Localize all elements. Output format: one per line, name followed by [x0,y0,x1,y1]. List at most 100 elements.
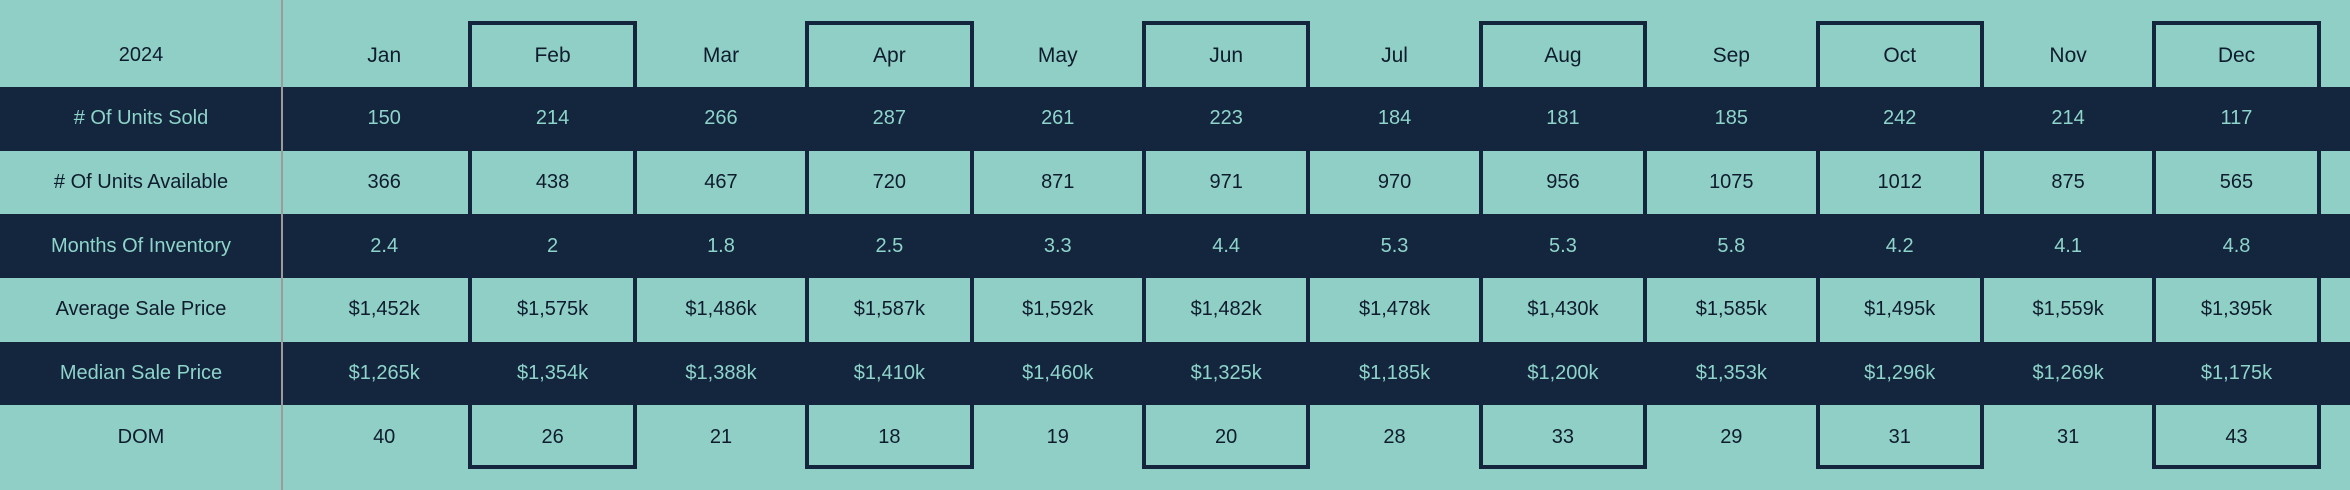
header-cell-jul: Jul [1381,43,1408,67]
value-cell: 871 [1041,171,1075,193]
value-cell: $1,575k [517,298,589,321]
value-cell: 366 [367,171,401,193]
table-row: Months Of Inventory 2.4 2 1.8 2.5 3.3 4.4 5.3 5.… [0,214,2350,279]
value-cell: $1,587k [853,298,925,321]
value-cell: 214 [535,107,570,130]
value-cell: 261 [1041,107,1075,130]
column-gap [282,214,300,278]
header-cell-mar: Mar [702,43,740,67]
value-cell: $1,388k [685,362,757,385]
value-cell: $1,175k [2200,362,2273,385]
value-cell: 5.8 [1717,234,1746,257]
value-cell: 1.8 [707,234,735,257]
value-cell: 33 [1551,425,1575,448]
column-gap [282,342,300,406]
value-cell: 5.3 [1380,234,1409,257]
header-cell-jan: Jan [367,43,402,67]
value-cell: 117 [2220,107,2253,130]
year-label: 2024 [118,44,164,66]
row-label: # Of Units Sold [73,107,209,130]
value-cell: $1,200k [1527,362,1599,385]
value-cell: 875 [2051,171,2085,193]
value-cell: 956 [1546,171,1580,193]
value-cell: $1,478k [1358,298,1431,321]
value-cell: 3.3 [1043,234,1072,257]
table-row: # Of Units Sold 150 214 266 287 261 223 184 181 1… [0,87,2350,151]
value-cell: 20 [1215,425,1238,448]
value-cell: $1,482k [1190,298,1262,321]
value-cell: 4.8 [2222,234,2251,257]
value-cell: 438 [535,171,570,193]
value-cell: 19 [1046,425,1069,448]
value-cell: $1,296k [1864,362,1936,385]
table-row: Average Sale Price $1,452k $1,575k $1,486k $… [0,278,2350,342]
value-cell: 181 [1546,107,1580,130]
header-cell-nov: Nov [2049,43,2087,67]
value-cell: 1075 [1709,171,1754,193]
value-cell: 266 [704,107,738,130]
value-cell: 242 [1883,107,1917,130]
header-cell-apr: Apr [873,43,906,67]
value-cell: 4.1 [2054,234,2082,257]
row-label: Median Sale Price [59,362,223,385]
value-cell: 1012 [1877,171,1922,193]
row-label: # Of Units Available [53,171,229,193]
row-label: DOM [117,425,165,448]
value-cell: 2 [547,234,559,257]
value-cell: 467 [704,171,738,193]
value-cell: $1,430k [1527,298,1599,321]
column-gap [282,278,300,342]
value-cell: 565 [2219,171,2254,193]
value-cell: 43 [2225,425,2248,448]
table-row: DOM 40 26 21 18 19 20 28 33 29 31 31 43 [0,405,2350,469]
value-cell: $1,486k [685,298,757,321]
value-cell: $1,460k [1022,362,1094,385]
value-cell: $1,354k [517,362,589,385]
value-cell: 214 [2051,107,2085,130]
value-cell: $1,495k [1864,298,1936,321]
value-cell: 40 [373,425,396,448]
value-cell: 28 [1383,425,1406,448]
value-cell: $1,269k [2032,362,2104,385]
value-cell: 31 [1888,425,1911,448]
value-cell: $1,325k [1190,362,1262,385]
column-gap [282,405,300,469]
value-cell: 2.4 [370,234,399,257]
header-cell-jun: Jun [1209,43,1244,67]
header-cell-feb: Feb [534,43,571,67]
value-cell: 287 [872,107,907,130]
header-cell-oct: Oct [1883,43,1917,67]
value-cell: $1,585k [1695,298,1767,321]
header-cell-dec: Dec [2217,43,2256,67]
table-row: # Of Units Available 366 438 467 720 871 971 97… [0,151,2350,215]
value-cell: $1,559k [2032,298,2104,321]
column-gap [282,87,300,151]
header-cell-sep: Sep [1712,43,1750,67]
value-cell: $1,410k [853,362,925,385]
value-cell: 18 [878,425,901,448]
value-cell: 26 [541,425,564,448]
value-cell: 31 [2056,425,2080,448]
header-cell-aug: Aug [1544,43,1582,67]
value-cell: 29 [1720,425,1743,448]
value-cell: $1,265k [348,362,420,385]
table-row: Median Sale Price $1,265k $1,354k $1,388k $1… [0,341,2350,406]
column-gap [282,151,300,215]
row-label: Months Of Inventory [50,234,232,257]
value-cell: 185 [1714,107,1748,130]
value-cell: 184 [1377,107,1412,130]
value-cell: $1,452k [348,298,420,321]
value-cell: 223 [1209,107,1243,130]
value-cell: 4.4 [1212,234,1241,257]
column-gap [282,24,300,87]
header-row: 2024 Jan Feb Mar Apr May Jun Jul Aug Sep Oct Nov Dec [0,0,2350,87]
value-cell: 150 [367,107,401,130]
row-label: Average Sale Price [55,298,227,321]
value-cell: 720 [872,171,907,193]
value-cell: 4.2 [1885,234,1914,257]
value-cell: $1,592k [1022,298,1094,321]
bottom-filler [0,469,2350,490]
header-cell-may: May [1037,43,1078,67]
value-cell: 21 [709,425,733,448]
